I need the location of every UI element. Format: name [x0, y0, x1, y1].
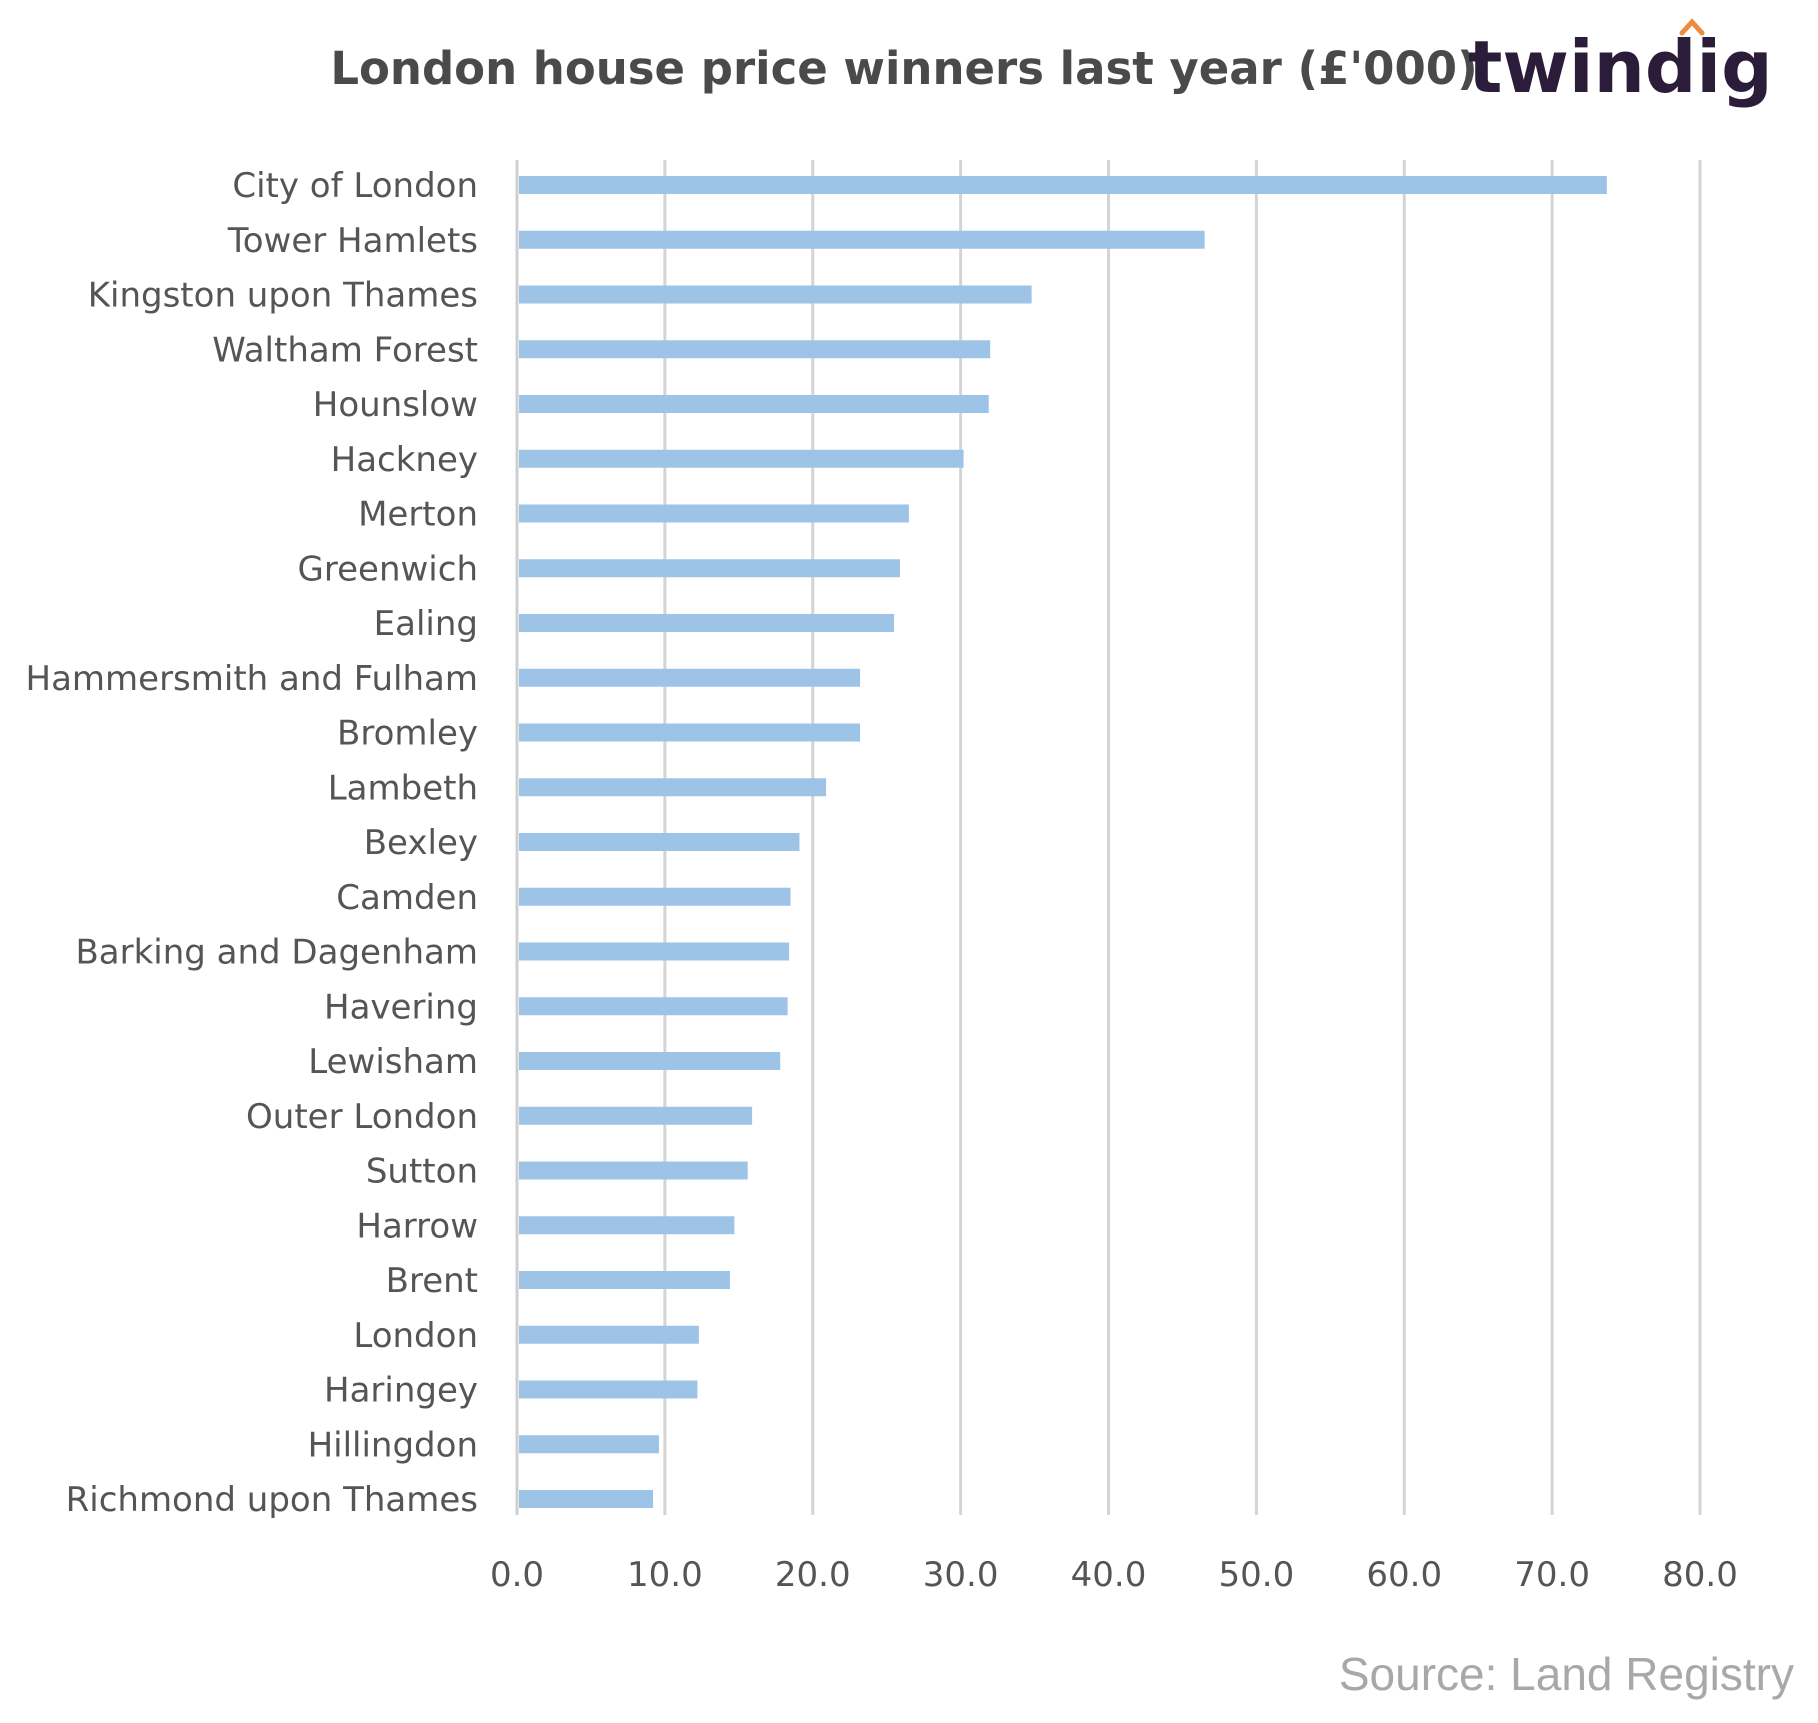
x-tick-label: 50.0: [1219, 1555, 1295, 1595]
category-label: Camden: [336, 878, 478, 918]
x-tick-label: 20.0: [775, 1555, 851, 1595]
bars: [519, 176, 1607, 1508]
bar: [519, 1325, 699, 1344]
category-label: Bromley: [337, 714, 478, 754]
bar: [519, 1490, 654, 1508]
bar: [519, 1052, 781, 1070]
category-label: Havering: [324, 987, 478, 1027]
x-tick-label: 0.0: [490, 1555, 544, 1595]
source-note: Source: Land Registry: [1339, 1648, 1794, 1700]
category-label: Sutton: [366, 1152, 478, 1192]
bar: [519, 723, 861, 742]
category-label: Barking and Dagenham: [75, 933, 478, 973]
logo-accent-chevron-icon: [1679, 18, 1705, 36]
bar: [519, 559, 900, 578]
brand-logo-text: twindig: [1468, 25, 1773, 109]
category-label: Merton: [358, 495, 478, 535]
bar: [519, 395, 989, 413]
x-axis-tick-labels: 0.0 10.0 20.0 30.0 40.0 50.0 60.0 70.0 80.0: [490, 1555, 1738, 1595]
category-label: Harrow: [356, 1206, 478, 1246]
category-label: London: [353, 1316, 478, 1356]
bar: [519, 1161, 748, 1180]
bar: [519, 614, 895, 632]
bar: [519, 778, 827, 797]
bar: [519, 1271, 730, 1289]
bar: [519, 340, 991, 359]
category-label: Waltham Forest: [212, 330, 478, 370]
category-label: Kingston upon Thames: [88, 276, 478, 316]
x-tick-label: 80.0: [1662, 1555, 1738, 1595]
category-label: Richmond upon Thames: [66, 1480, 478, 1520]
x-tick-label: 10.0: [627, 1555, 703, 1595]
category-label: Bexley: [364, 823, 478, 863]
bar: [519, 176, 1607, 194]
category-label: Brent: [386, 1261, 478, 1301]
category-label: Ealing: [374, 604, 478, 644]
bar: [519, 997, 788, 1016]
bar: [519, 449, 964, 468]
category-label: Greenwich: [298, 549, 478, 589]
x-tick-label: 40.0: [1071, 1555, 1147, 1595]
category-label: Tower Hamlets: [227, 221, 478, 261]
category-label: Hackney: [331, 440, 478, 480]
bar: [519, 942, 790, 961]
bar: [519, 887, 791, 906]
bar: [519, 1435, 659, 1454]
x-tick-label: 60.0: [1366, 1555, 1442, 1595]
category-labels: City of London Tower Hamlets Kingston upon…: [26, 166, 478, 1520]
bar: [519, 833, 800, 851]
category-label: Hammersmith and Fulham: [26, 659, 478, 699]
chart-title: London house price winners last year (£'…: [330, 42, 1477, 95]
bar: [519, 285, 1032, 304]
bar: [519, 1216, 735, 1235]
gridlines: [515, 160, 1702, 1515]
category-label: Lewisham: [308, 1042, 478, 1082]
bar: [519, 1106, 753, 1125]
bar: [519, 230, 1205, 249]
category-label: Hounslow: [313, 385, 478, 425]
bar: [519, 504, 909, 523]
category-label: City of London: [232, 166, 478, 206]
category-label: Lambeth: [328, 768, 478, 808]
bar: [519, 668, 861, 687]
x-tick-label: 30.0: [923, 1555, 999, 1595]
category-label: Haringey: [324, 1371, 478, 1411]
brand-logo: twindig: [1468, 18, 1773, 109]
category-label: Outer London: [246, 1097, 478, 1137]
bar: [519, 1380, 698, 1399]
category-label: Hillingdon: [308, 1425, 478, 1465]
x-tick-label: 70.0: [1514, 1555, 1590, 1595]
